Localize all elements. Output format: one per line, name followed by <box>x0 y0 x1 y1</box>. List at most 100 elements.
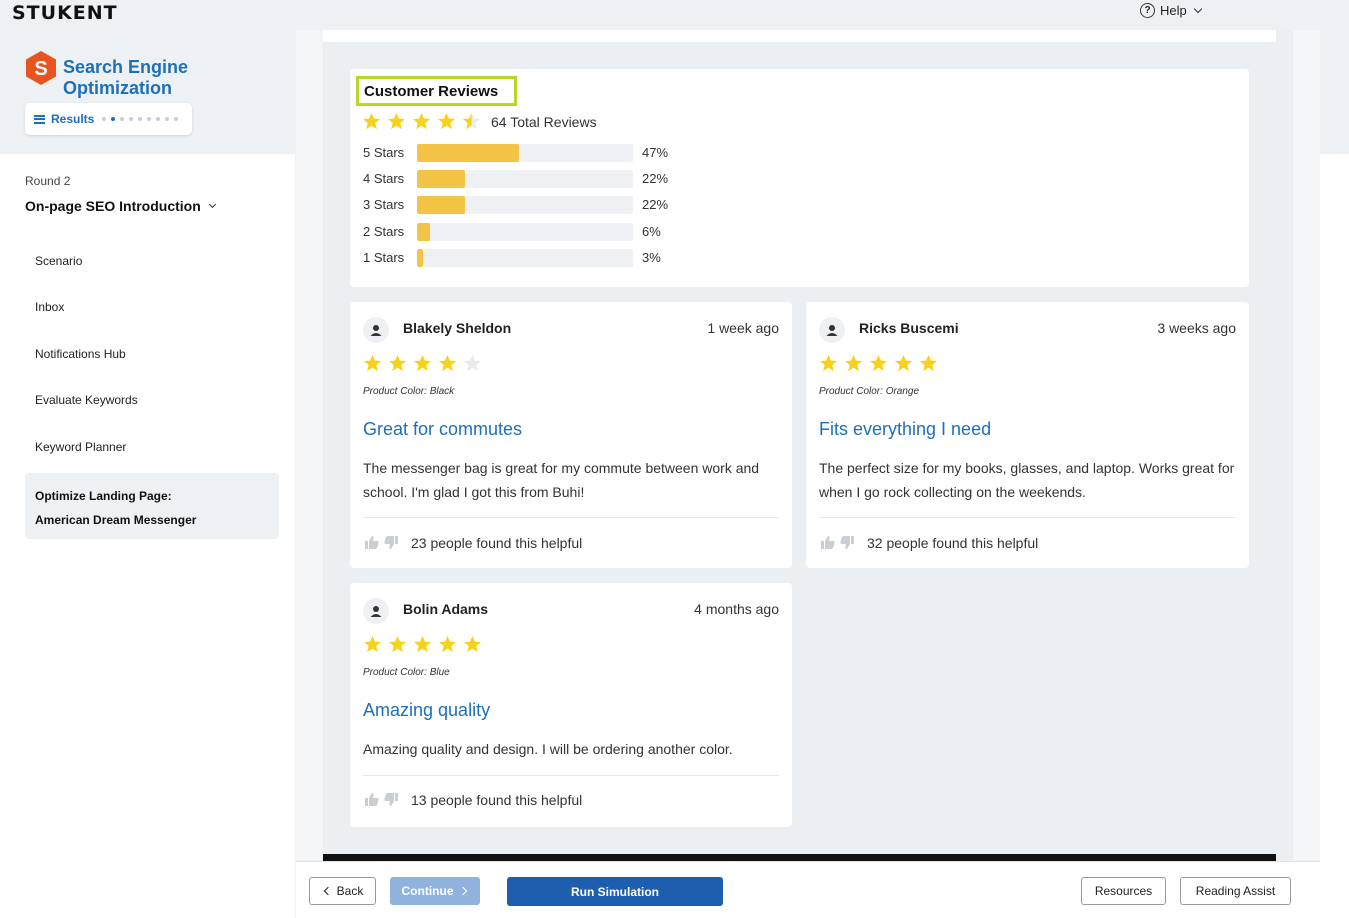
thumbs-up-icon[interactable] <box>365 793 379 806</box>
help-menu[interactable]: ? Help <box>1140 3 1202 18</box>
rating-row-pct: 6% <box>642 223 661 239</box>
star-icon <box>919 354 938 372</box>
rating-row-label: 5 Stars <box>363 145 405 160</box>
review-title: Fits everything I need <box>819 419 992 439</box>
review-time: 4 months ago <box>694 601 779 617</box>
review-time: 3 weeks ago <box>1157 320 1236 336</box>
review-card: Ricks Buscemi 3 weeks ago Product Color:… <box>806 302 1249 568</box>
active-item-line1: Optimize Landing Page: <box>35 489 172 503</box>
sidebar-item-notifications-hub[interactable]: Notifications Hub <box>35 347 126 361</box>
sidebar-item-keyword-planner[interactable]: Keyword Planner <box>35 440 127 454</box>
star-icon <box>362 112 381 130</box>
rating-row-label: 4 Stars <box>363 171 405 187</box>
round-label: Round 2 <box>25 174 71 188</box>
thumbs-up-icon[interactable] <box>821 536 835 549</box>
review-stars <box>363 635 482 654</box>
rating-bar-fill <box>417 222 430 241</box>
rating-bar <box>417 196 633 215</box>
menu-icon <box>34 114 45 124</box>
footer-bar: Back Continue Run Simulation Resources R… <box>296 861 1320 918</box>
user-icon <box>370 606 382 617</box>
stukent-logo[interactable]: STUKENT <box>12 2 118 24</box>
reviewer-name: Blakely Sheldon <box>403 320 512 336</box>
active-item-line2: American Dream Messenger <box>35 513 197 527</box>
thumbs-down-icon[interactable] <box>384 793 398 806</box>
app-logo-icon: S <box>26 51 56 85</box>
top-header: STUKENT ? Help <box>0 0 1349 30</box>
review-body: The perfect size for my books, glasses, … <box>819 460 1235 500</box>
sidebar-header: S Search Engine Optimization Results <box>0 30 295 154</box>
star-icon <box>844 354 863 372</box>
avatar <box>363 317 389 343</box>
review-body: The messenger bag is great for my commut… <box>363 460 760 500</box>
review-stars <box>363 354 482 373</box>
thumbs-down-icon[interactable] <box>384 536 398 549</box>
helpful-votes <box>365 536 398 549</box>
sidebar-item-scenario[interactable]: Scenario <box>35 254 83 268</box>
back-label: Back <box>336 884 364 898</box>
rating-bar-fill <box>417 144 519 162</box>
star-icon <box>894 354 913 372</box>
sidebar-item-inbox[interactable]: Inbox <box>35 300 65 314</box>
run-simulation-button[interactable]: Run Simulation <box>507 877 723 906</box>
review-body: Amazing quality and design. I will be or… <box>363 741 733 757</box>
star-icon <box>438 635 457 653</box>
star-icon <box>413 354 432 372</box>
resources-button[interactable]: Resources <box>1081 877 1166 905</box>
progress-dots <box>102 117 179 121</box>
review-title: Amazing quality <box>363 700 491 720</box>
back-button[interactable]: Back <box>309 877 376 905</box>
continue-label: Continue <box>401 884 454 898</box>
top-strip <box>323 30 1276 42</box>
customer-reviews-title: Customer Reviews <box>356 76 517 106</box>
right-gutter <box>1320 30 1349 918</box>
star-icon <box>463 354 482 372</box>
star-icon <box>437 112 456 130</box>
star-icon <box>462 112 481 130</box>
review-card: Blakely Sheldon 1 week ago Product Color… <box>350 302 792 568</box>
review-divider <box>363 517 779 518</box>
app-title: Search Engine Optimization <box>63 57 189 98</box>
reviewer-name: Ricks Buscemi <box>859 320 959 336</box>
results-button[interactable]: Results <box>25 103 192 135</box>
product-color: Product Color: Blue <box>363 667 450 678</box>
help-label: Help <box>1160 3 1187 18</box>
user-icon <box>370 325 382 336</box>
review-title: Great for commutes <box>363 419 523 439</box>
sidebar-item-evaluate-keywords[interactable]: Evaluate Keywords <box>35 393 138 407</box>
helpful-count: 23 people found this helpful <box>411 535 583 551</box>
star-icon <box>387 112 406 130</box>
star-icon <box>363 635 382 653</box>
rating-row-pct: 47% <box>642 145 669 160</box>
avatar <box>363 598 389 624</box>
rating-row-label: 2 Stars <box>363 223 405 239</box>
helpful-count: 32 people found this helpful <box>867 535 1039 551</box>
help-icon: ? <box>1140 3 1155 18</box>
thumbs-up-icon[interactable] <box>365 536 379 549</box>
round-selector[interactable]: On-page SEO Introduction <box>25 198 216 214</box>
star-icon <box>363 354 382 372</box>
chevron-down-icon <box>208 200 216 208</box>
reading-assist-button[interactable]: Reading Assist <box>1180 877 1291 905</box>
review-divider <box>363 775 779 776</box>
star-icon <box>463 635 482 653</box>
sidebar-item-optimize-landing-page[interactable]: Optimize Landing Page: American Dream Me… <box>25 473 279 539</box>
round-title: On-page SEO Introduction <box>25 198 201 214</box>
chevron-left-icon <box>323 886 332 896</box>
review-stars <box>819 354 938 373</box>
rating-row-label: 1 Stars <box>363 249 405 265</box>
star-icon <box>388 354 407 372</box>
reviewer-name: Bolin Adams <box>403 601 489 617</box>
chevron-down-icon <box>1193 4 1202 13</box>
star-icon <box>413 635 432 653</box>
review-card: Bolin Adams 4 months ago Product Color: … <box>350 583 792 827</box>
rating-bar <box>417 144 633 162</box>
rating-row-pct: 22% <box>642 197 669 213</box>
thumbs-down-icon[interactable] <box>840 536 854 549</box>
star-icon <box>388 635 407 653</box>
continue-button[interactable]: Continue <box>390 877 480 905</box>
rating-row-label: 3 Stars <box>363 197 405 213</box>
total-reviews: 64 Total Reviews <box>491 114 597 130</box>
user-icon <box>826 325 838 336</box>
rating-bar-fill <box>417 248 424 267</box>
